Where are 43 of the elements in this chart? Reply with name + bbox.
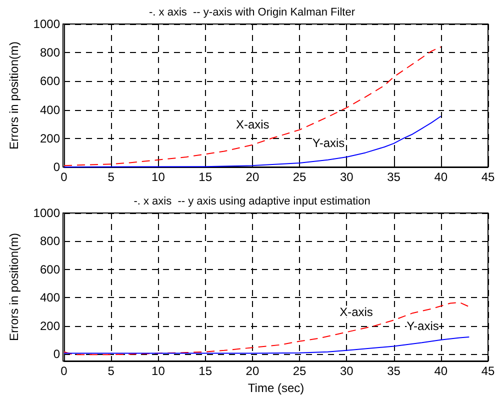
y-axis-title: Errors in position(m) bbox=[7, 232, 21, 342]
y-tick-label: 800 bbox=[40, 234, 60, 248]
x-tick-label: 45 bbox=[481, 364, 495, 378]
x-tick-label: 5 bbox=[108, 364, 115, 378]
x-tick-label: 10 bbox=[152, 170, 166, 184]
x-tick-label: 30 bbox=[340, 364, 354, 378]
x-tick-label: 40 bbox=[434, 170, 448, 184]
annotation: X-axis bbox=[340, 304, 373, 319]
y-axis-title: Errors in position(m) bbox=[7, 41, 21, 150]
annotation: X-axis bbox=[236, 117, 270, 132]
y-tick-label: 200 bbox=[40, 318, 60, 333]
line-series bbox=[64, 46, 442, 166]
y-tick-label: 0 bbox=[53, 160, 60, 174]
y-tick-label: 1000 bbox=[33, 206, 60, 220]
line-series bbox=[64, 336, 470, 354]
x-tick-label: 15 bbox=[198, 364, 212, 378]
x-tick-label: 20 bbox=[246, 364, 260, 378]
x-tick-label: 35 bbox=[387, 364, 401, 378]
y-tick-label: 400 bbox=[40, 102, 60, 117]
line-series bbox=[64, 302, 470, 356]
x-tick-label: 35 bbox=[387, 170, 401, 184]
y-tick-label: 600 bbox=[40, 262, 60, 276]
annotation: Y-axis bbox=[312, 136, 345, 150]
x-tick-label: 10 bbox=[152, 364, 166, 378]
x-tick-label: 5 bbox=[108, 170, 115, 184]
y-tick-label: 200 bbox=[40, 131, 60, 146]
line-series bbox=[64, 116, 442, 168]
x-tick-label: 30 bbox=[340, 170, 354, 184]
y-tick-label: 600 bbox=[40, 74, 60, 88]
annotation: Y-axis bbox=[406, 318, 439, 333]
x-tick-label: 25 bbox=[292, 364, 307, 378]
x-tick-label: 20 bbox=[246, 170, 260, 184]
y-tick-label: 800 bbox=[40, 46, 60, 60]
x-tick-label: 45 bbox=[481, 170, 495, 184]
y-tick-label: 0 bbox=[53, 346, 60, 361]
y-tick-label: 1000 bbox=[33, 17, 60, 31]
x-tick-label: 15 bbox=[198, 170, 212, 184]
chart-title: -. x axis -- y axis using adaptive input estimation bbox=[134, 196, 370, 208]
x-axis-title: Time (sec) bbox=[248, 380, 304, 395]
y-tick-label: 400 bbox=[40, 290, 60, 305]
x-tick-label: 25 bbox=[292, 170, 307, 184]
x-tick-label: 40 bbox=[434, 364, 448, 378]
chart-title: -. x axis -- y-axis with Origin Kalman Filter bbox=[149, 6, 356, 18]
